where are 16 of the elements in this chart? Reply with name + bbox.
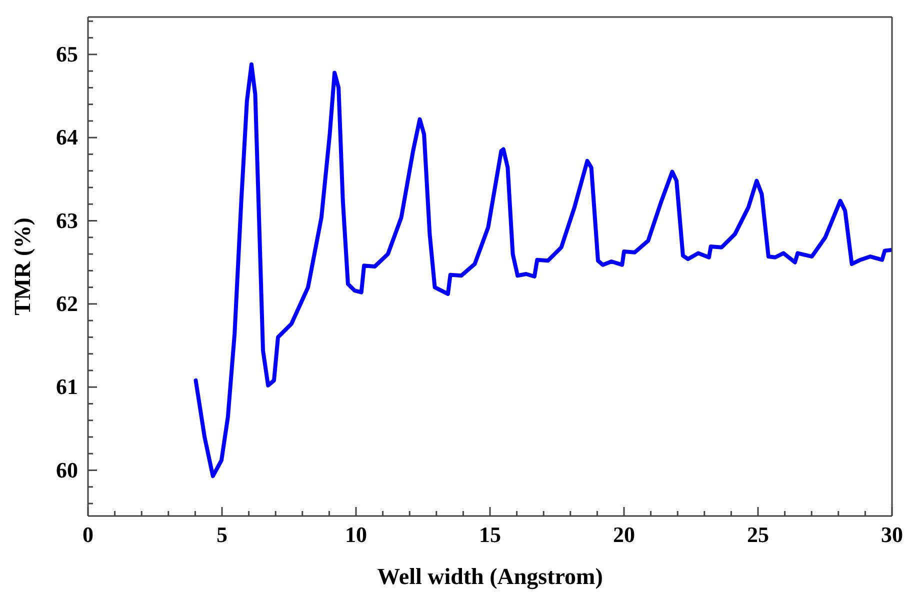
x-tick-label: 30 xyxy=(881,522,903,547)
x-tick-label: 20 xyxy=(613,522,635,547)
line-series xyxy=(194,62,892,478)
y-tick-label: 64 xyxy=(56,124,78,150)
y-tick-label: 61 xyxy=(56,374,78,400)
x-tick-label: 5 xyxy=(216,522,228,547)
y-tick-label: 60 xyxy=(56,457,78,482)
y-tick-label: 65 xyxy=(56,41,78,66)
x-tick-label: 25 xyxy=(747,522,769,547)
x-tick-label: 0 xyxy=(82,522,94,547)
y-tick-label: 62 xyxy=(56,290,78,316)
x-tick-label: 15 xyxy=(479,522,501,547)
x-axis-title: Well width (Angstrom) xyxy=(377,564,603,590)
x-tick-label: 10 xyxy=(345,522,367,547)
y-tick-label: 63 xyxy=(56,208,78,233)
y-axis-title: TMR (%) xyxy=(10,218,36,316)
